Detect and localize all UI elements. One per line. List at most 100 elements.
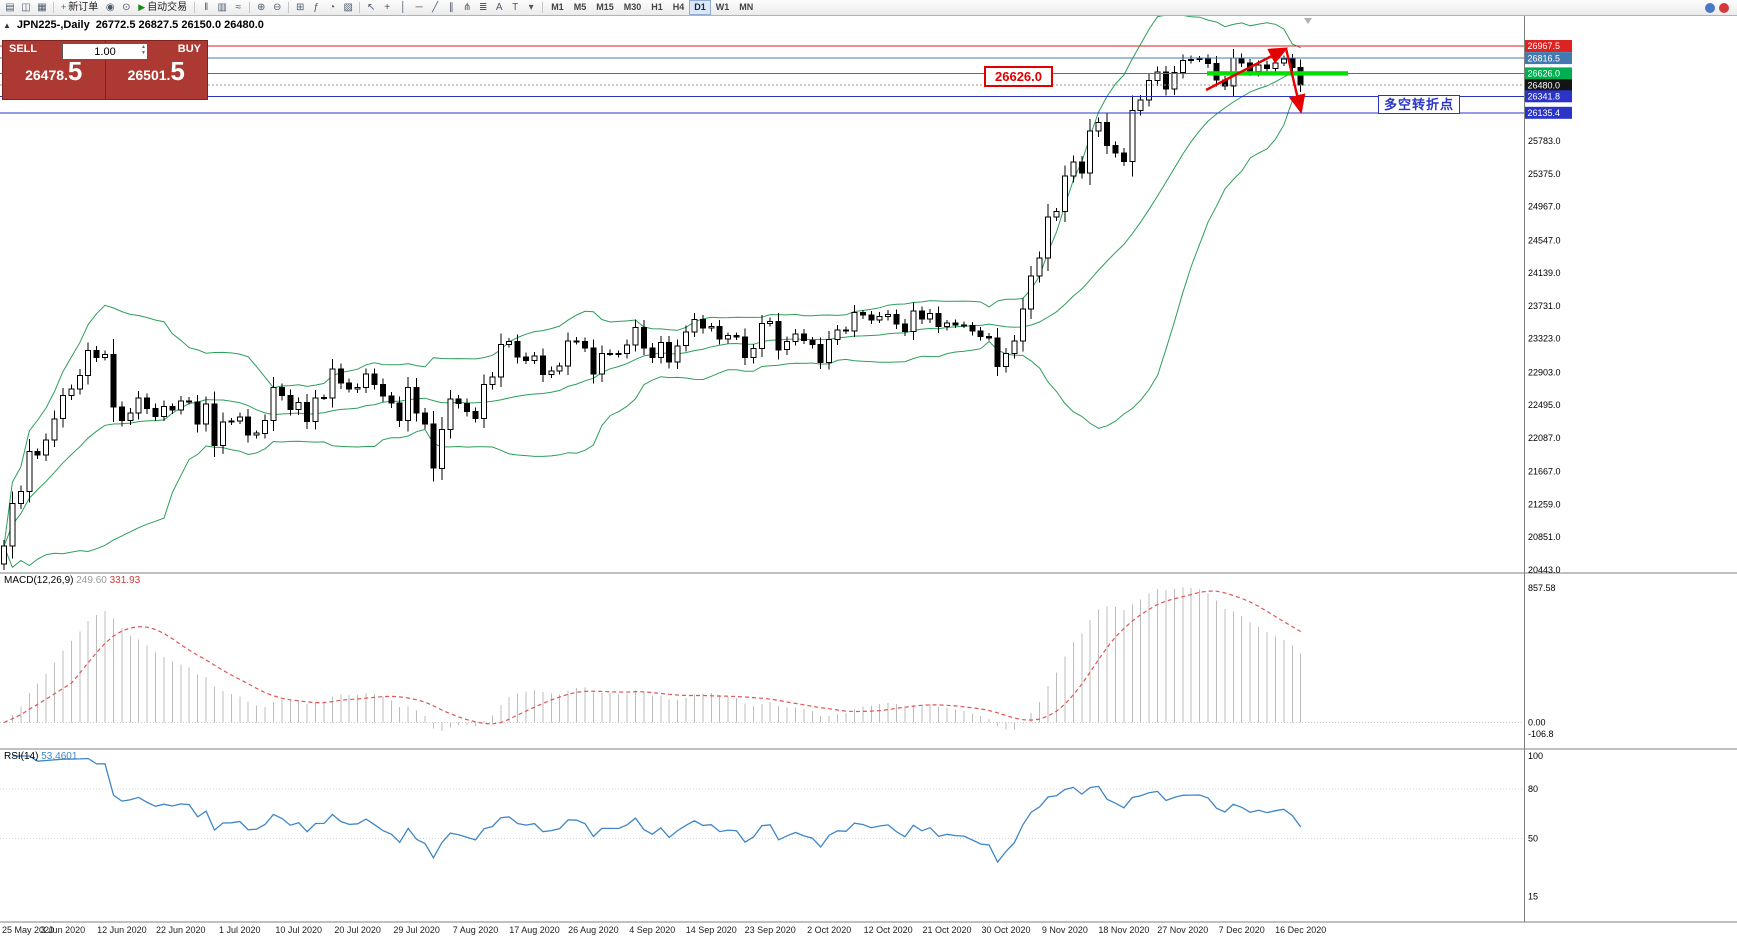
svg-text:20443.0: 20443.0 xyxy=(1528,565,1561,575)
svg-text:20 Jul 2020: 20 Jul 2020 xyxy=(334,925,381,935)
community-status-icon[interactable] xyxy=(1705,2,1715,13)
market-watch-icon[interactable]: ▦ xyxy=(37,2,47,13)
candlesticks xyxy=(1,48,1304,570)
tile-windows-icon[interactable]: ⊞ xyxy=(295,2,305,13)
indicators-icon[interactable]: ƒ xyxy=(313,2,319,13)
arrows-tool-icon[interactable]: ▾ xyxy=(528,2,534,13)
horizontal-line-icon[interactable]: ─ xyxy=(415,2,423,13)
fibonacci-icon[interactable]: ≣ xyxy=(478,2,488,13)
sell-button-label: SELL xyxy=(9,43,38,55)
svg-text:21 Oct 2020: 21 Oct 2020 xyxy=(922,925,971,935)
toolbar-right-icons xyxy=(1705,2,1735,13)
sell-price-big-digit: 5 xyxy=(67,56,83,86)
svg-text:21259.0: 21259.0 xyxy=(1528,500,1561,510)
vertical-line-icon[interactable]: │ xyxy=(400,2,407,13)
svg-text:16 Dec 2020: 16 Dec 2020 xyxy=(1275,925,1326,935)
bar-chart-icon[interactable]: ‖ xyxy=(204,2,209,13)
timeframe-d1[interactable]: D1 xyxy=(689,0,711,15)
svg-text:-106.8: -106.8 xyxy=(1528,729,1554,739)
svg-text:25783.0: 25783.0 xyxy=(1528,136,1561,146)
new-order-icon: + xyxy=(61,2,67,12)
timeframe-mn[interactable]: MN xyxy=(739,2,754,12)
svg-text:12 Oct 2020: 12 Oct 2020 xyxy=(864,925,913,935)
rsi-scale: 100 80 50 15 xyxy=(1528,751,1543,901)
line-chart-icon[interactable]: ≈ xyxy=(235,2,241,13)
sell-price-main: 26478. xyxy=(25,67,68,83)
sell-price: 26478. 5 xyxy=(3,55,105,99)
rsi-line xyxy=(12,755,1302,864)
macd-scale: 857.58 0.00-106.8 xyxy=(1528,583,1556,739)
svg-text:22087.0: 22087.0 xyxy=(1528,433,1561,443)
buy-price: 26501. 5 xyxy=(106,55,208,99)
svg-text:80: 80 xyxy=(1528,784,1538,794)
templates-icon[interactable]: ▧ xyxy=(343,2,353,13)
svg-text:7 Dec 2020: 7 Dec 2020 xyxy=(1219,925,1265,935)
svg-text:22 Jun 2020: 22 Jun 2020 xyxy=(156,925,206,935)
crosshair-icon[interactable]: + xyxy=(384,2,391,13)
timeframe-m5[interactable]: M5 xyxy=(573,2,587,12)
volume-up-icon[interactable]: ▲ xyxy=(141,44,146,50)
svg-text:4 Sep 2020: 4 Sep 2020 xyxy=(629,925,675,935)
svg-text:24967.0: 24967.0 xyxy=(1528,202,1561,212)
zoom-in-icon[interactable]: ⊕ xyxy=(256,2,266,13)
svg-text:1 Jul 2020: 1 Jul 2020 xyxy=(219,925,261,935)
svg-text:22903.0: 22903.0 xyxy=(1528,367,1561,377)
horizontal-level-lines xyxy=(0,45,1524,114)
cursor-icon[interactable]: ↖ xyxy=(366,2,376,13)
turning-point-annotation[interactable]: 多空转折点 xyxy=(1378,95,1461,114)
svg-text:12 Jun 2020: 12 Jun 2020 xyxy=(97,925,147,935)
volume-down-icon[interactable]: ▼ xyxy=(141,50,146,56)
profiles-icon[interactable]: ◫ xyxy=(21,2,31,13)
trendline-icon[interactable]: ╱ xyxy=(432,2,439,13)
svg-text:857.58: 857.58 xyxy=(1528,583,1556,593)
timeframe-w1[interactable]: W1 xyxy=(715,2,730,12)
channel-icon[interactable]: ∥ xyxy=(448,2,454,13)
main-toolbar: ▤ ◫ ▦ + 新订单 ◉ ⊙ ▶ 自动交易 ‖ ▥ ≈ ⊕ ⊖ ⊞ ƒ ◔ ▧ ↖ + │ ─ ╱ ∥ ⋔ ≣ A T ▾ M1 M5 M1… xyxy=(0,0,1737,16)
alerts-icon[interactable]: ◉ xyxy=(105,2,115,13)
svg-text:2 Oct 2020: 2 Oct 2020 xyxy=(807,925,851,935)
pitchfork-icon[interactable]: ⋔ xyxy=(462,2,472,13)
volume-input[interactable]: 1.00 ▲ ▼ xyxy=(62,43,148,60)
panel-separators xyxy=(0,16,1737,923)
chart-ohlc-values: 26772.5 26827.5 26150.0 26480.0 xyxy=(95,19,264,31)
macd-histogram xyxy=(0,587,1524,731)
candlestick-chart-icon[interactable]: ▥ xyxy=(217,2,227,13)
new-order-button[interactable]: + 新订单 xyxy=(57,1,102,14)
periods-icon[interactable]: ◔ xyxy=(329,2,336,13)
toolbar-separator xyxy=(53,2,54,13)
timeframe-m30[interactable]: M30 xyxy=(623,2,642,12)
notifications-status-icon[interactable] xyxy=(1719,2,1729,13)
volume-spinner[interactable]: ▲ ▼ xyxy=(141,44,146,56)
label-tool-icon[interactable]: T xyxy=(512,2,519,13)
price-level-flag[interactable]: 26626.0 xyxy=(984,66,1053,87)
svg-text:17 Aug 2020: 17 Aug 2020 xyxy=(509,925,560,935)
price-scale: 25783.0 25375.0 24967.0 24547.0 24139.0 23731… xyxy=(1525,40,1572,575)
buy-price-main: 26501. xyxy=(127,67,171,83)
timeframe-h1[interactable]: H1 xyxy=(651,2,663,12)
svg-text:22495.0: 22495.0 xyxy=(1528,400,1561,410)
text-tool-icon[interactable]: A xyxy=(495,2,503,13)
toolbar-separator xyxy=(288,2,290,13)
new-chart-icon[interactable]: ▤ xyxy=(5,2,15,13)
chart-shift-marker-icon xyxy=(1304,18,1312,24)
svg-text:24547.0: 24547.0 xyxy=(1528,235,1561,245)
svg-text:29 Jul 2020: 29 Jul 2020 xyxy=(393,925,440,935)
svg-text:26480.0: 26480.0 xyxy=(1528,80,1561,90)
svg-text:50: 50 xyxy=(1528,834,1538,844)
timeframe-h4[interactable]: H4 xyxy=(672,2,685,12)
timeframe-m1[interactable]: M1 xyxy=(551,2,564,12)
svg-text:26135.4: 26135.4 xyxy=(1528,108,1561,118)
auto-trading-icon: ▶ xyxy=(138,2,146,12)
svg-text:14 Sep 2020: 14 Sep 2020 xyxy=(686,925,737,935)
rsi-indicator-label: RSI(14) 53.4601 xyxy=(4,751,77,762)
svg-text:27 Nov 2020: 27 Nov 2020 xyxy=(1157,925,1208,935)
timeframe-m15[interactable]: M15 xyxy=(596,2,614,12)
rsi-value: 53.4601 xyxy=(41,751,78,762)
auto-trading-button[interactable]: ▶ 自动交易 xyxy=(134,1,191,14)
history-icon[interactable]: ⊙ xyxy=(122,2,131,13)
zoom-out-icon[interactable]: ⊖ xyxy=(272,2,282,13)
toolbar-separator xyxy=(249,2,251,13)
svg-text:0.00: 0.00 xyxy=(1528,718,1546,728)
